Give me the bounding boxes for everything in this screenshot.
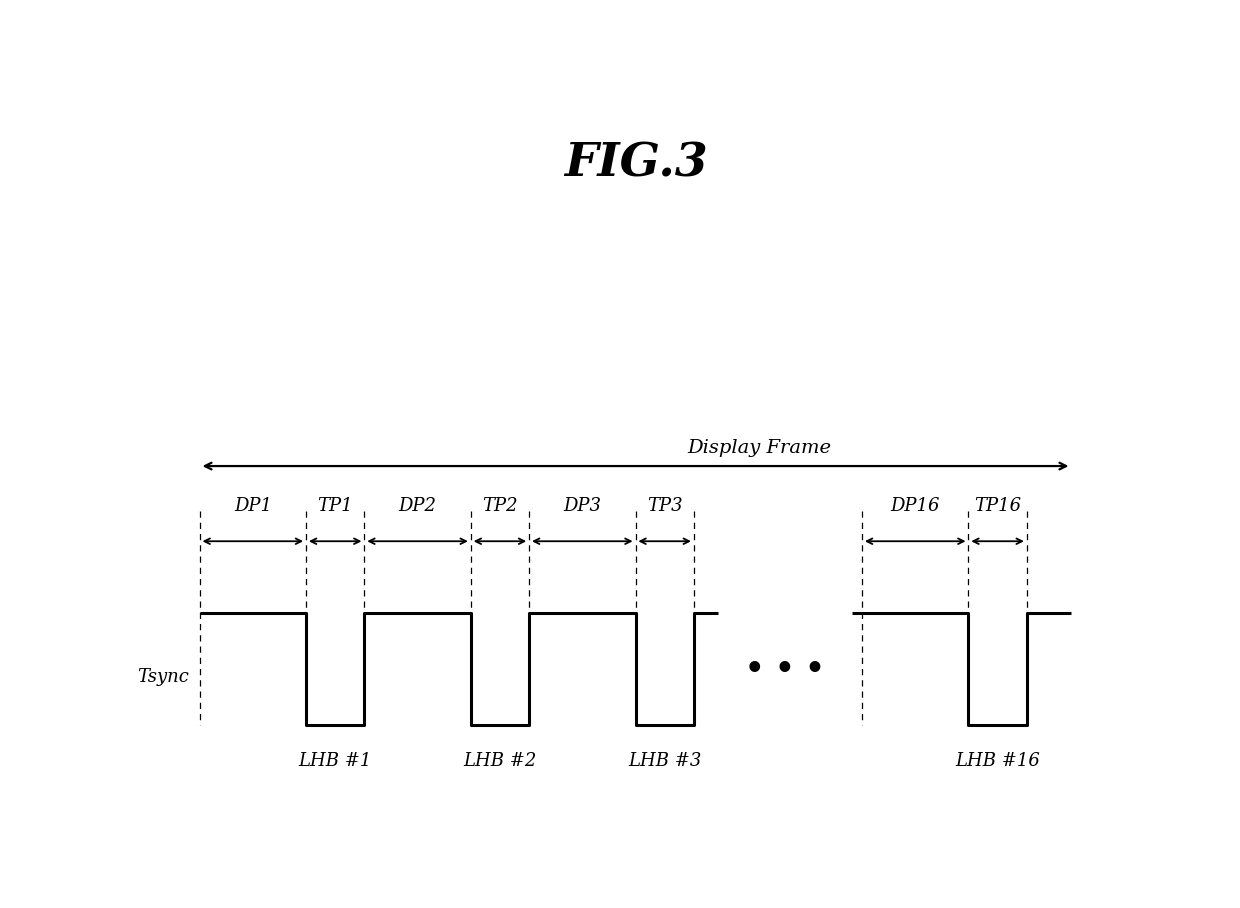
Text: LHB #3: LHB #3 (627, 752, 702, 770)
Text: LHB #1: LHB #1 (299, 752, 372, 770)
Text: TP3: TP3 (647, 497, 682, 515)
Text: LHB #2: LHB #2 (464, 752, 537, 770)
Text: DP1: DP1 (234, 497, 272, 515)
Text: DP2: DP2 (398, 497, 436, 515)
Text: TP16: TP16 (975, 497, 1022, 515)
Text: DP16: DP16 (890, 497, 940, 515)
Text: Display Frame: Display Frame (687, 439, 831, 457)
Text: FIG.3: FIG.3 (564, 141, 707, 186)
Text: DP3: DP3 (563, 497, 601, 515)
Text: • • •: • • • (745, 655, 825, 684)
Text: TP1: TP1 (317, 497, 353, 515)
Text: TP2: TP2 (482, 497, 518, 515)
Text: Tsync: Tsync (138, 667, 190, 686)
Text: LHB #16: LHB #16 (955, 752, 1040, 770)
